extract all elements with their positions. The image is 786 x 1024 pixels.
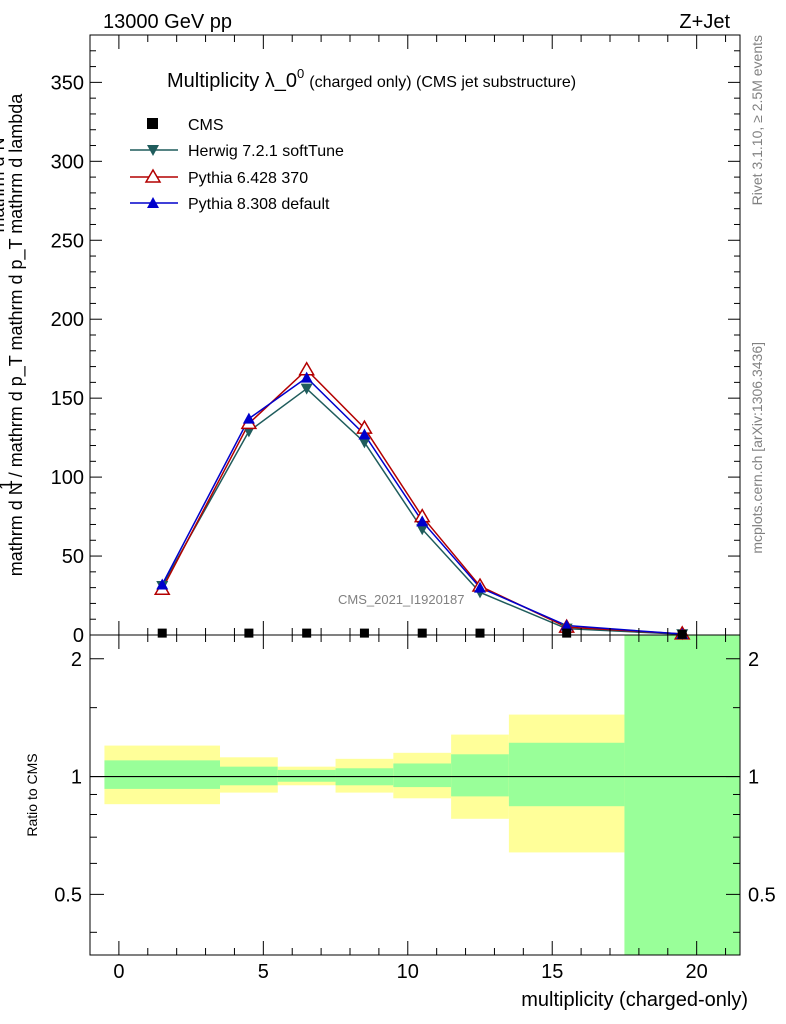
ratio-ytick-label-left-0.5: 0.5	[54, 884, 82, 906]
ratio-ytick-label-left-1: 1	[71, 767, 82, 789]
legend-marker-pythia8	[147, 197, 159, 208]
point-cms-4	[417, 628, 427, 638]
mcplots-credit-label: mcplots.cern.ch [arXiv:1306.3436]	[749, 342, 765, 554]
chart-title-main: Multiplicity λ_0	[167, 70, 297, 92]
axes: 0 50 100 150 200 250 300 350 0 5 10 15 20 0.5 0.5 1 1 2 2	[51, 35, 776, 983]
upper-ytick-label-250: 250	[51, 230, 84, 252]
ratio-ytick-label-left-2: 2	[71, 649, 82, 671]
header-left: 13000 GeV pp	[103, 11, 232, 33]
ratio-ytick-label-right-2: 2	[748, 649, 759, 671]
legend-marker-pythia6	[144, 168, 162, 183]
rivet-version-label: Rivet 3.1.10, ≥ 2.5M events	[749, 35, 765, 205]
point-pythia-8-308-default-2	[300, 371, 313, 383]
legend-label-cms: CMS	[188, 117, 224, 134]
point-cms-1	[244, 628, 254, 638]
ratio-ytick-label-right-1: 1	[748, 767, 759, 789]
xtick-label-10: 10	[397, 961, 419, 983]
series-line-pythia-8-308-default	[161, 376, 683, 635]
point-pythia-8-308-default-3	[358, 428, 371, 440]
upper-ylabel-numerator: mathrm d²N	[0, 137, 8, 232]
upper-ylabel-one: 1	[0, 480, 16, 490]
xtick-label-5: 5	[258, 961, 269, 983]
legend: CMS Herwig 7.2.1 softTune Pythia 6.428 3…	[130, 117, 344, 213]
upper-series-markers	[153, 361, 691, 641]
xtick-label-15: 15	[541, 961, 563, 983]
point-cms-2	[302, 628, 312, 638]
point-pythia-8-308-default-5	[474, 581, 486, 593]
xtick-label-0: 0	[113, 961, 124, 983]
point-cms-0	[157, 628, 167, 638]
x-axis-label: multiplicity (charged-only)	[521, 989, 748, 1011]
legend-label-pythia8: Pythia 8.308 default	[188, 196, 330, 213]
upper-ytick-label-300: 300	[51, 151, 84, 173]
point-herwig-7-2-1-softtune-3	[358, 437, 371, 449]
point-pythia-8-308-default-4	[416, 515, 429, 527]
chart-title: Multiplicity λ_00 (charged only) (CMS jet…	[167, 66, 576, 92]
ratio-stat-band-2	[277, 769, 336, 782]
legend-label-herwig: Herwig 7.2.1 softTune	[188, 143, 344, 160]
point-pythia-8-308-default-1	[242, 412, 255, 424]
upper-ylabel: mathrm d N / mathrm d p_T mathrm d p_T m…	[0, 93, 27, 576]
legend-marker-cms	[147, 118, 158, 129]
analysis-watermark: CMS_2021_I1920187	[338, 592, 465, 607]
upper-ytick-label-200: 200	[51, 309, 84, 331]
header-right: Z+Jet	[679, 11, 730, 33]
ratio-ytick-label-right-0.5: 0.5	[748, 884, 776, 906]
upper-ytick-label-100: 100	[51, 467, 84, 489]
point-pythia-8-308-default-0	[156, 578, 169, 590]
point-cms-3	[359, 628, 369, 638]
ratio-ylabel: Ratio to CMS	[24, 753, 40, 836]
ratio-stat-band-0	[104, 760, 220, 789]
ratio-plot-frame	[89, 634, 741, 956]
point-herwig-7-2-1-softtune-2	[300, 383, 313, 395]
legend-marker-herwig	[147, 145, 159, 156]
point-herwig-7-2-1-softtune-4	[416, 524, 429, 536]
upper-ytick-label-350: 350	[51, 72, 84, 94]
chart-title-note: (charged only) (CMS jet substructure)	[309, 74, 576, 91]
ratio-stat-band-6	[508, 742, 625, 807]
ratio-stat-band-7	[624, 635, 740, 955]
series-line-pythia-6-428-370	[161, 368, 683, 635]
upper-ytick-label-50: 50	[62, 546, 84, 568]
ratio-stat-band-5	[451, 754, 509, 797]
point-cms-5	[475, 628, 485, 638]
xtick-label-20: 20	[686, 961, 708, 983]
point-cms-6	[562, 628, 572, 638]
point-cms-7	[677, 629, 687, 639]
upper-ytick-label-0: 0	[73, 625, 84, 647]
ratio-bands	[90, 635, 740, 955]
upper-ylabel-denominator: mathrm d N / mathrm d p_T mathrm d p_T m…	[6, 93, 27, 576]
upper-ytick-label-150: 150	[51, 388, 84, 410]
ratio-stat-band-4	[393, 763, 452, 788]
legend-label-pythia6: Pythia 6.428 370	[188, 170, 308, 187]
chart-title-sup: 0	[297, 66, 304, 81]
point-pythia-8-308-default-6	[560, 619, 573, 631]
